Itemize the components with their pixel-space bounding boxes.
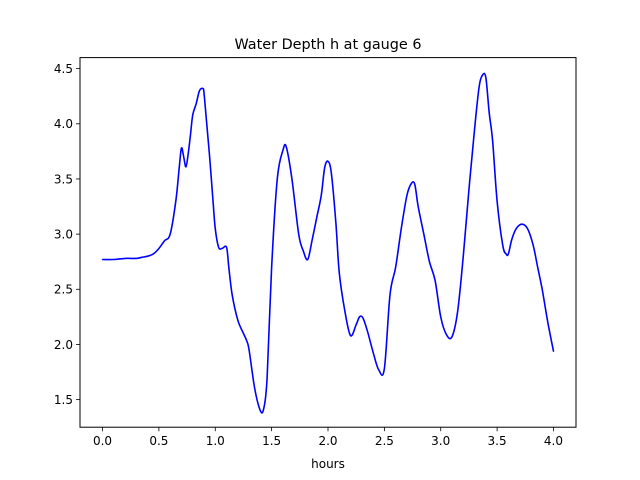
y-tick-label: 4.0 [54, 117, 73, 131]
x-tick-label: 1.0 [206, 434, 225, 448]
x-tick-label: 3.0 [431, 434, 450, 448]
x-tick-label: 2.0 [318, 434, 337, 448]
x-axis-label: hours [311, 457, 345, 471]
y-axis-ticks: 1.5 2.0 2.5 3.0 3.5 4.0 4.5 [54, 62, 80, 407]
y-tick-label: 3.0 [54, 227, 73, 241]
y-tick-label: 2.0 [54, 338, 73, 352]
series-line-water-depth [101, 72, 555, 414]
x-axis-ticks: 0.0 0.5 1.0 1.5 2.0 2.5 3.0 3.5 4.0 [93, 427, 563, 448]
y-tick-label: 2.5 [54, 283, 73, 297]
chart-title: Water Depth h at gauge 6 [234, 37, 421, 53]
x-tick-label: 4.0 [544, 434, 563, 448]
x-tick-label: 0.5 [149, 434, 168, 448]
y-tick-label: 4.5 [54, 62, 73, 76]
y-tick-label: 1.5 [54, 393, 73, 407]
y-tick-label: 3.5 [54, 172, 73, 186]
x-tick-label: 0.0 [93, 434, 112, 448]
x-tick-label: 3.5 [488, 434, 507, 448]
x-tick-label: 1.5 [262, 434, 281, 448]
x-tick-label: 2.5 [375, 434, 394, 448]
